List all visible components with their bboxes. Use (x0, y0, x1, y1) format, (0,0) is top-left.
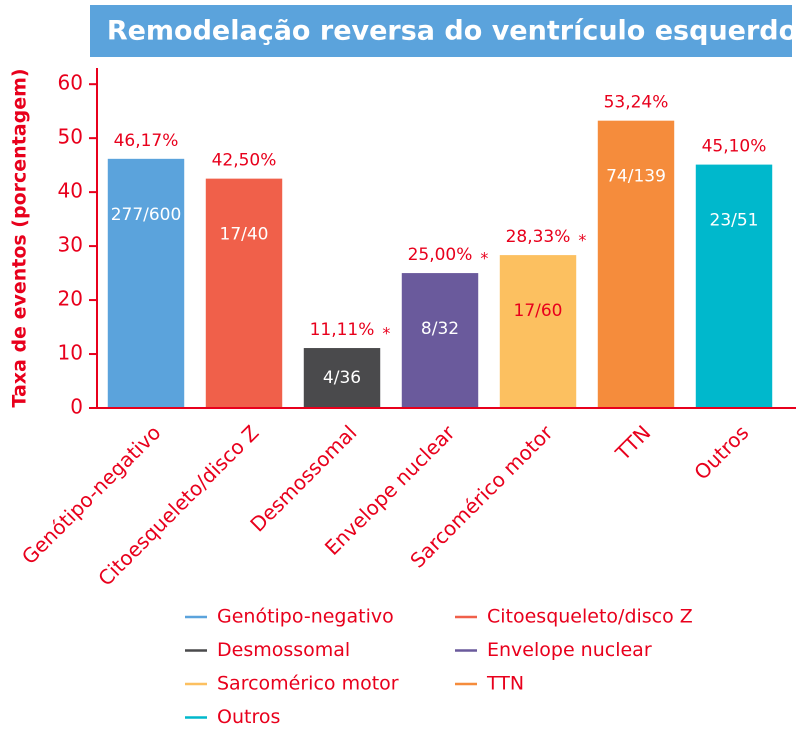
count-label: 4/36 (323, 368, 361, 388)
title-band (90, 5, 792, 57)
bar (107, 158, 185, 408)
bar (303, 348, 381, 408)
significance-marker: * (578, 231, 586, 250)
y-tick-label: 20 (58, 287, 83, 311)
value-label: 28,33% (506, 227, 571, 247)
value-label: 53,24% (604, 93, 669, 113)
y-tick-label: 30 (58, 233, 83, 257)
value-label: 46,17% (114, 131, 179, 151)
y-tick-label: 10 (58, 341, 83, 365)
count-label: 277/600 (111, 205, 182, 225)
legend-label: Outros (217, 706, 280, 728)
bar (499, 255, 577, 408)
y-tick-label: 0 (70, 395, 83, 419)
value-label: 45,10% (702, 137, 767, 157)
y-axis-label: Taxa de eventos (porcentagem) (9, 68, 31, 407)
value-label: 11,11% (310, 320, 375, 340)
y-tick-label: 60 (58, 71, 83, 95)
bar (695, 164, 773, 408)
x-tick-label: TTN (610, 420, 655, 465)
significance-marker: * (382, 324, 390, 343)
y-tick-label: 40 (58, 179, 83, 203)
bar (597, 120, 675, 408)
bar (401, 273, 479, 408)
count-label: 74/139 (606, 167, 666, 187)
y-tick-label: 50 (58, 125, 83, 149)
bar (205, 178, 283, 408)
legend-label: Desmossomal (217, 639, 350, 661)
value-label: 42,50% (212, 151, 277, 171)
count-label: 23/51 (710, 211, 759, 231)
count-label: 8/32 (421, 319, 459, 339)
x-tick-label: Outros (689, 420, 753, 484)
x-tick-label: Citoesqueleto/disco Z (93, 420, 263, 590)
chart-title: Remodelação reversa do ventrículo esquer… (107, 16, 796, 47)
significance-marker: * (480, 249, 488, 268)
legend-label: Genótipo-negativo (217, 606, 394, 628)
legend-label: Envelope nuclear (487, 639, 652, 661)
legend-label: Citoesqueleto/disco Z (487, 606, 693, 628)
legend-label: TTN (486, 673, 524, 695)
value-label: 25,00% (408, 245, 473, 265)
count-label: 17/60 (514, 301, 563, 321)
count-label: 17/40 (220, 225, 269, 245)
legend-label: Sarcomérico motor (217, 673, 399, 695)
